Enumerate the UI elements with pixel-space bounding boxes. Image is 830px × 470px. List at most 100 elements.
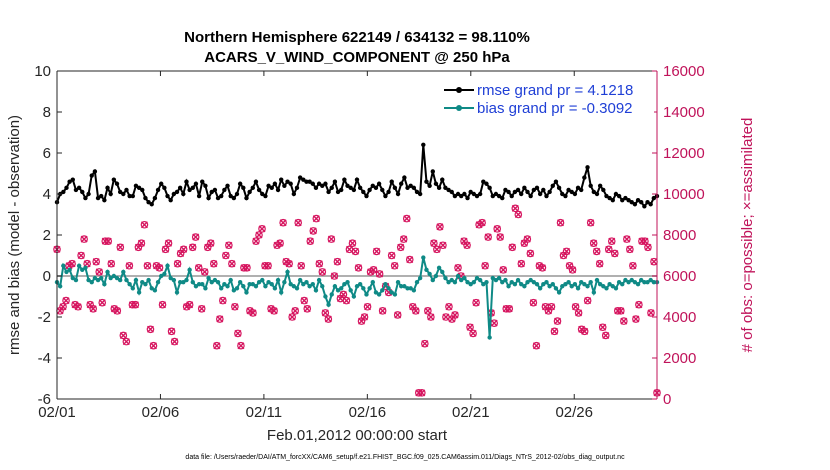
- bias-point: [171, 277, 177, 283]
- obs-assimilated-marker: [264, 262, 272, 270]
- rmse-point: [414, 189, 420, 195]
- obs-assimilated-marker: [433, 245, 441, 253]
- bias-series: [54, 255, 660, 340]
- obs-assimilated-marker: [159, 301, 167, 309]
- rmse-point: [86, 191, 91, 197]
- obs-assimilated-marker: [358, 317, 366, 325]
- bias-point: [64, 269, 69, 275]
- bias-point: [272, 286, 278, 291]
- obs-assimilated-marker: [394, 311, 402, 319]
- obs-count-point: [303, 304, 312, 313]
- obs-count-point: [372, 247, 381, 256]
- obs-possible-marker: [529, 298, 538, 307]
- bias-point: [61, 263, 66, 268]
- obs-possible-marker: [644, 243, 652, 252]
- bias-point: [155, 279, 161, 285]
- obs-assimilated-marker: [514, 211, 522, 218]
- obs-possible-marker: [635, 300, 643, 309]
- obs-assimilated-marker: [294, 219, 302, 227]
- obs-assimilated-marker: [285, 260, 293, 268]
- rmse-point: [452, 193, 458, 199]
- bias-point: [468, 282, 473, 287]
- obs-count-point: [68, 259, 76, 268]
- bias-point: [433, 273, 439, 279]
- obs-count-point: [586, 218, 595, 227]
- obs-count-point: [421, 339, 429, 348]
- bias-point: [477, 277, 483, 283]
- obs-count-point: [107, 259, 116, 268]
- obs-count-point: [526, 249, 535, 258]
- obs-count-point: [517, 259, 526, 268]
- obs-possible-marker: [197, 304, 206, 313]
- obs-count-point: [173, 259, 182, 268]
- bias-point: [626, 279, 631, 285]
- obs-count-point: [209, 259, 218, 268]
- obs-count-point: [632, 315, 640, 323]
- obs-assimilated-marker: [460, 237, 468, 245]
- obs-assimilated-marker: [249, 309, 257, 317]
- obs-assimilated-marker: [608, 237, 616, 245]
- bias-point: [80, 267, 85, 273]
- obs-count-point: [601, 331, 610, 340]
- rmse-point: [67, 179, 72, 184]
- obs-assimilated-marker: [430, 239, 438, 247]
- obs-possible-marker: [89, 304, 97, 313]
- obs-possible-marker: [617, 307, 625, 315]
- obs-assimilated-marker: [481, 262, 489, 270]
- obs-assimilated-marker: [210, 260, 218, 268]
- obs-assimilated-marker: [469, 329, 477, 337]
- obs-assimilated-marker: [544, 307, 552, 315]
- obs-assimilated-marker: [644, 243, 652, 251]
- obs-assimilated-marker: [318, 268, 326, 276]
- obs-count-point: [104, 237, 113, 245]
- obs-assimilated-marker: [439, 241, 447, 249]
- obs-possible-marker: [258, 225, 266, 233]
- obs-possible-marker: [74, 302, 82, 311]
- legend-bias-label: bias grand pr = -0.3092: [477, 100, 633, 117]
- bias-point: [348, 288, 353, 293]
- bias-point: [231, 288, 237, 293]
- bias-point: [500, 279, 505, 285]
- obs-possible-marker: [80, 235, 88, 243]
- rmse-point: [253, 179, 259, 184]
- obs-assimilated-marker: [370, 266, 378, 274]
- obs-assimilated-marker: [180, 245, 188, 253]
- rmse-point: [80, 189, 85, 195]
- obs-assimilated-marker: [650, 258, 658, 266]
- obs-possible-marker: [155, 263, 164, 272]
- x-axis-label: Feb.01,2012 00:00:00 start: [267, 427, 448, 444]
- obs-possible-marker: [396, 243, 405, 252]
- rmse-point: [335, 189, 341, 195]
- obs-count-point: [433, 245, 441, 254]
- obs-possible-marker: [285, 259, 293, 268]
- obs-count-point: [146, 325, 155, 334]
- rmse-point: [370, 183, 375, 188]
- rmse-point: [320, 183, 325, 188]
- bias-point: [95, 277, 101, 283]
- bias-point: [512, 282, 518, 287]
- bias-point: [534, 282, 540, 287]
- obs-assimilated-marker: [168, 327, 176, 335]
- obs-possible-marker: [279, 218, 287, 227]
- rmse-point: [376, 181, 382, 186]
- bias-point: [541, 282, 546, 287]
- rmse-point: [212, 187, 218, 193]
- bias-point: [357, 282, 363, 287]
- right-y-tick-label: 16000: [663, 63, 705, 80]
- right-y-ticks: 0 2000 4000 6000 8000 10000 12000 14000 16000: [652, 63, 705, 408]
- obs-assimilated-marker: [95, 268, 103, 276]
- obs-count-point: [390, 261, 399, 270]
- obs-possible-marker: [574, 309, 583, 317]
- bias-point: [651, 279, 657, 285]
- obs-count-point: [143, 261, 152, 270]
- obs-possible-marker: [553, 317, 562, 325]
- obs-assimilated-marker: [403, 215, 411, 223]
- obs-possible-marker: [418, 389, 426, 397]
- x-tick-label: 02/26: [555, 404, 593, 421]
- rmse-point: [114, 181, 120, 186]
- rmse-point: [361, 189, 366, 195]
- bias-point: [247, 282, 252, 287]
- obs-assimilated-marker: [336, 295, 344, 303]
- obs-count-point: [550, 327, 559, 336]
